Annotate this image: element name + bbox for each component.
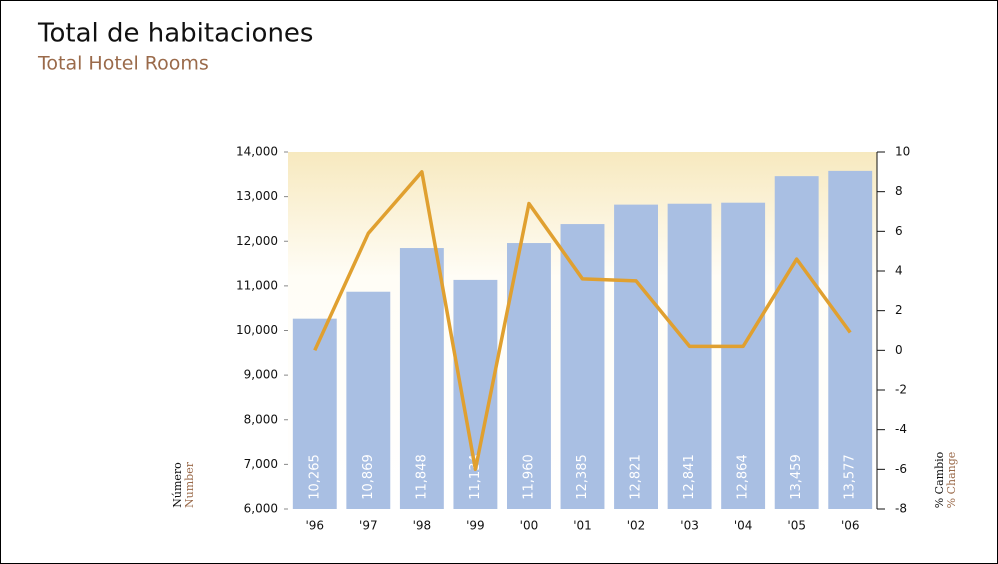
y-tick-label: 9,000 bbox=[244, 368, 278, 382]
y-tick-label: 11,000 bbox=[236, 278, 278, 292]
bar bbox=[614, 204, 658, 510]
bar-value-label: 13,459 bbox=[789, 454, 804, 500]
y-axis-label: Number bbox=[183, 461, 196, 508]
y2-tick-label: 0 bbox=[895, 343, 903, 357]
bar bbox=[828, 170, 873, 509]
y-tick-label: 6,000 bbox=[244, 502, 278, 516]
y-tick-label: 13,000 bbox=[236, 189, 278, 203]
y2-tick-label: 10 bbox=[895, 145, 910, 159]
y2-tick-label: -6 bbox=[895, 462, 907, 476]
x-tick-label: '06 bbox=[841, 519, 860, 533]
y-tick-label: 7,000 bbox=[244, 457, 278, 471]
chart-title: Total de habitaciones bbox=[37, 19, 313, 49]
y2-tick-label: 6 bbox=[895, 224, 903, 238]
y-tick-label: 12,000 bbox=[236, 234, 278, 248]
y2-tick-label: 8 bbox=[895, 184, 903, 198]
y-tick-label: 10,000 bbox=[236, 323, 278, 337]
bar-value-label: 12,864 bbox=[736, 454, 751, 500]
y2-axis-label: % Change bbox=[945, 452, 958, 509]
bar-value-label: 11,134 bbox=[468, 454, 483, 500]
x-tick-label: '98 bbox=[413, 519, 432, 533]
y2-axis-label: % Cambio bbox=[933, 451, 946, 508]
x-tick-label: '02 bbox=[627, 519, 646, 533]
bar-value-label: 10,869 bbox=[361, 454, 376, 500]
x-tick-label: '97 bbox=[359, 519, 378, 533]
x-tick-label: '99 bbox=[466, 519, 485, 533]
bar-value-label: 12,821 bbox=[629, 454, 644, 500]
x-tick-label: '04 bbox=[734, 519, 753, 533]
x-tick-label: '01 bbox=[573, 519, 592, 533]
y2-tick-label: 4 bbox=[895, 264, 903, 278]
bar-value-label: 11,960 bbox=[521, 454, 536, 500]
bar-value-label: 12,385 bbox=[575, 454, 590, 500]
bar bbox=[667, 203, 712, 509]
bar-value-label: 10,265 bbox=[307, 454, 322, 500]
bar-value-label: 12,841 bbox=[682, 454, 697, 500]
x-tick-label: '05 bbox=[787, 519, 806, 533]
bar-value-label: 13,577 bbox=[843, 454, 858, 500]
bar-value-label: 11,848 bbox=[414, 454, 429, 500]
y2-tick-label: -2 bbox=[895, 383, 907, 397]
x-tick-label: '03 bbox=[680, 519, 699, 533]
y2-tick-label: 2 bbox=[895, 303, 903, 317]
bar bbox=[346, 291, 391, 509]
bar bbox=[774, 176, 819, 509]
chart-subtitle: Total Hotel Rooms bbox=[37, 53, 209, 75]
bar bbox=[560, 224, 605, 509]
x-tick-label: '96 bbox=[305, 519, 324, 533]
bar bbox=[292, 318, 337, 509]
bar bbox=[507, 243, 551, 509]
x-tick-label: '00 bbox=[520, 519, 539, 533]
bar bbox=[399, 248, 444, 509]
y-axis-label: Número bbox=[171, 462, 184, 508]
y-tick-label: 14,000 bbox=[236, 145, 278, 159]
y2-tick-label: -8 bbox=[895, 502, 907, 516]
line bbox=[313, 170, 852, 472]
y-tick-label: 8,000 bbox=[244, 412, 278, 426]
bar bbox=[721, 202, 766, 509]
y2-tick-label: -4 bbox=[895, 422, 907, 436]
